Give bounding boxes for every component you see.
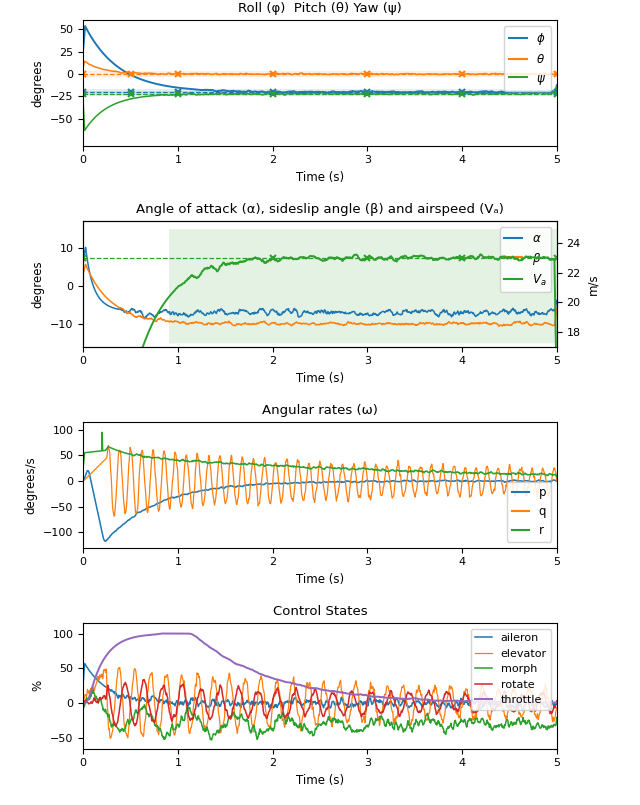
aileron bbox=[79, 678, 87, 687]
elevator bbox=[450, 693, 458, 703]
Bar bbox=[83, 91, 557, 97]
elevator bbox=[116, 663, 124, 672]
morph bbox=[450, 724, 458, 733]
throttle bbox=[159, 629, 166, 638]
X-axis label: Time (s): Time (s) bbox=[296, 171, 344, 184]
rotate bbox=[140, 675, 148, 684]
rotate bbox=[272, 689, 280, 699]
Line: aileron: aileron bbox=[83, 663, 557, 711]
morph bbox=[272, 716, 280, 726]
elevator bbox=[553, 703, 561, 712]
Title: Angle of attack (α), sideslip angle (β) and airspeed (Vₐ): Angle of attack (α), sideslip angle (β) … bbox=[136, 203, 504, 216]
Line: elevator: elevator bbox=[83, 667, 557, 738]
Legend: $\alpha$, $\beta$, $V_a$: $\alpha$, $\beta$, $V_a$ bbox=[500, 227, 551, 292]
elevator bbox=[129, 679, 136, 689]
throttle bbox=[449, 696, 457, 706]
throttle bbox=[128, 633, 136, 642]
Line: throttle: throttle bbox=[83, 634, 557, 704]
Y-axis label: degrees: degrees bbox=[31, 260, 45, 308]
Legend: p, q, r: p, q, r bbox=[507, 481, 551, 542]
Y-axis label: %: % bbox=[31, 680, 45, 691]
aileron bbox=[405, 703, 413, 712]
rotate bbox=[289, 690, 296, 700]
elevator bbox=[272, 678, 280, 687]
aileron bbox=[128, 694, 136, 704]
Y-axis label: degrees: degrees bbox=[31, 59, 44, 107]
aileron bbox=[81, 658, 88, 668]
X-axis label: Time (s): Time (s) bbox=[296, 573, 344, 586]
rotate bbox=[553, 696, 561, 706]
Y-axis label: degrees/s: degrees/s bbox=[24, 456, 38, 514]
throttle bbox=[79, 699, 87, 708]
Title: Angular rates (ω): Angular rates (ω) bbox=[262, 404, 378, 417]
Legend: aileron, elevator, morph, rotate, throttle: aileron, elevator, morph, rotate, thrott… bbox=[470, 629, 551, 710]
morph bbox=[90, 685, 97, 695]
elevator bbox=[458, 702, 466, 712]
Legend: $\phi$, $\theta$, $\psi$: $\phi$, $\theta$, $\psi$ bbox=[504, 26, 551, 91]
Line: rotate: rotate bbox=[83, 679, 557, 726]
elevator bbox=[106, 733, 114, 743]
aileron bbox=[289, 699, 296, 708]
X-axis label: Time (s): Time (s) bbox=[296, 372, 344, 385]
throttle bbox=[405, 694, 413, 704]
morph bbox=[289, 715, 296, 724]
elevator bbox=[79, 697, 87, 707]
morph bbox=[553, 712, 561, 722]
Title: Roll (φ)  Pitch (θ) Yaw (ψ): Roll (φ) Pitch (θ) Yaw (ψ) bbox=[238, 2, 402, 14]
elevator bbox=[289, 679, 296, 688]
aileron bbox=[271, 700, 279, 709]
throttle bbox=[289, 679, 296, 688]
rotate bbox=[79, 700, 87, 709]
morph bbox=[128, 714, 136, 724]
Title: Control States: Control States bbox=[273, 605, 367, 617]
morph bbox=[207, 735, 215, 745]
Bar bbox=[83, 72, 557, 76]
rotate bbox=[128, 712, 136, 721]
throttle bbox=[553, 698, 561, 708]
X-axis label: Time (s): Time (s) bbox=[296, 774, 344, 787]
aileron bbox=[458, 695, 465, 704]
rotate bbox=[458, 697, 466, 707]
Line: morph: morph bbox=[83, 690, 557, 740]
morph bbox=[79, 701, 87, 711]
aileron bbox=[449, 700, 457, 710]
rotate bbox=[112, 721, 120, 731]
morph bbox=[406, 720, 413, 730]
Bar bbox=[83, 89, 557, 95]
elevator bbox=[406, 713, 413, 723]
aileron bbox=[553, 699, 561, 708]
throttle bbox=[458, 696, 465, 706]
Y-axis label: m/s: m/s bbox=[586, 273, 599, 295]
aileron bbox=[519, 706, 527, 716]
morph bbox=[458, 716, 466, 726]
rotate bbox=[406, 688, 413, 698]
rotate bbox=[450, 704, 458, 714]
throttle bbox=[271, 675, 279, 684]
